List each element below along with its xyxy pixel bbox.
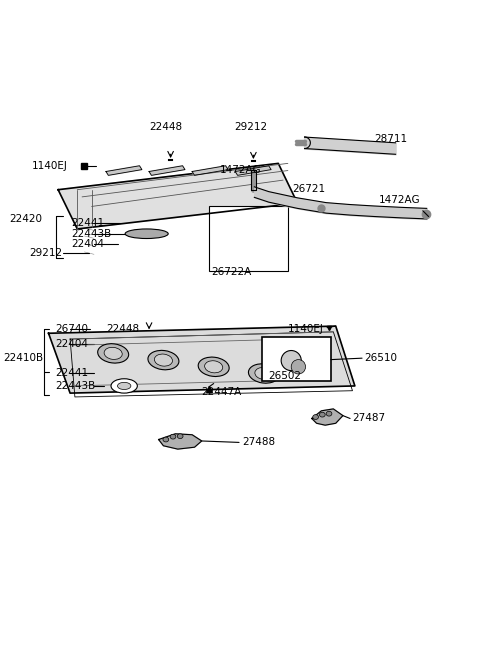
Ellipse shape [163,437,168,442]
Text: 22420: 22420 [9,214,42,225]
Ellipse shape [291,359,306,374]
Polygon shape [235,166,271,175]
Ellipse shape [98,344,129,363]
Text: 22441: 22441 [56,367,89,378]
FancyBboxPatch shape [262,337,331,381]
Ellipse shape [111,378,137,393]
Text: 1472AG: 1472AG [220,165,262,175]
Text: 29212: 29212 [234,122,267,133]
Ellipse shape [170,434,176,439]
Text: 27488: 27488 [242,438,276,447]
Ellipse shape [249,364,279,383]
Text: 22448: 22448 [106,323,139,334]
Text: 22443B: 22443B [56,381,96,391]
Ellipse shape [326,411,332,416]
Ellipse shape [313,415,319,419]
Text: 28711: 28711 [374,135,407,145]
Text: 22443B: 22443B [72,229,112,238]
Text: 27487: 27487 [352,413,385,424]
Text: 26722A: 26722A [211,267,252,277]
Text: 29212: 29212 [29,248,62,258]
Polygon shape [106,166,142,175]
Text: 22404: 22404 [72,239,105,249]
Polygon shape [312,409,343,425]
Ellipse shape [104,348,122,359]
Text: 22404: 22404 [56,339,89,349]
FancyBboxPatch shape [209,206,288,271]
Polygon shape [48,326,355,393]
Text: 26510: 26510 [364,353,397,363]
Text: 1472AG: 1472AG [379,195,420,205]
Ellipse shape [125,229,168,238]
Polygon shape [58,164,298,229]
Ellipse shape [320,412,325,417]
Polygon shape [158,434,202,449]
Ellipse shape [198,357,229,376]
Polygon shape [305,137,311,148]
Polygon shape [149,166,185,175]
Text: 1140EJ: 1140EJ [288,323,324,334]
Text: 22410B: 22410B [3,353,43,363]
Ellipse shape [204,361,223,373]
Text: 1140EJ: 1140EJ [32,161,68,171]
Ellipse shape [118,382,131,390]
Text: 22448: 22448 [149,122,182,133]
Text: 22441: 22441 [72,218,105,228]
Text: 26721: 26721 [293,184,326,194]
Text: 26502: 26502 [269,371,302,381]
Ellipse shape [155,354,172,366]
Text: 22447A: 22447A [202,387,242,397]
Polygon shape [192,166,228,175]
Ellipse shape [177,434,183,439]
Ellipse shape [281,351,301,371]
Text: 26740: 26740 [56,323,89,334]
Ellipse shape [148,350,179,370]
Ellipse shape [255,367,273,380]
